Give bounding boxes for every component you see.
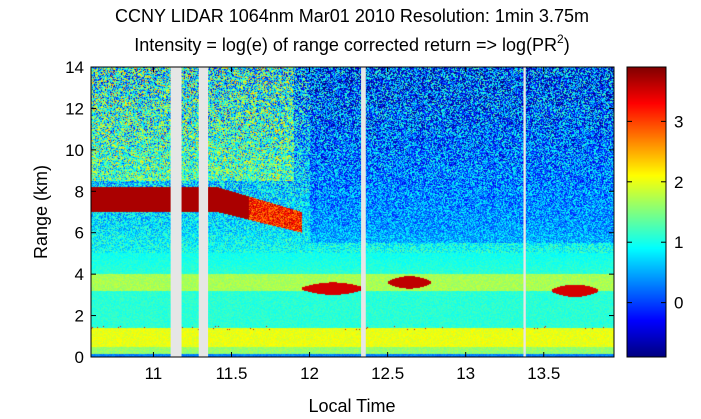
x-tick-label: 13 [456, 364, 475, 383]
colorbar-frame [626, 66, 667, 358]
y-axis-label: Range (km) [31, 165, 51, 259]
x-tick-label: 11 [145, 364, 163, 383]
y-tick-label: 6 [75, 224, 84, 243]
y-tick-label: 0 [75, 348, 84, 367]
colorbar-tick-label: 2 [674, 173, 683, 192]
subtitle-suffix: ) [564, 35, 570, 55]
y-tick-label: 10 [65, 141, 84, 160]
colorbar-tick-label: 0 [674, 294, 683, 313]
colorbar: 0 1 2 3 [626, 66, 683, 358]
data-gaps [170, 67, 526, 357]
x-axis-label: Local Time [308, 396, 395, 416]
x-tick-label: 13.5 [527, 364, 560, 383]
heatmap-plot-area [90, 66, 615, 358]
colorbar-tick-label: 3 [674, 112, 683, 131]
y-tick-label: 12 [65, 99, 84, 118]
x-axis: 11 11.5 12 12.5 13 13.5 [145, 67, 560, 383]
chart-subtitle: Intensity = log(e) of range corrected re… [134, 32, 569, 55]
y-tick-label: 4 [75, 265, 84, 284]
y-tick-label: 8 [75, 182, 84, 201]
x-tick-label: 12 [300, 364, 319, 383]
subtitle-superscript: 2 [557, 32, 564, 46]
y-tick-label: 2 [75, 307, 84, 326]
x-tick-label: 11.5 [216, 364, 248, 383]
y-tick-label: 14 [65, 58, 84, 77]
data-gap-0 [170, 67, 182, 357]
y-axis: 0 2 4 6 8 10 12 14 [65, 58, 614, 367]
chart-title: CCNY LIDAR 1064nm Mar01 2010 Resolution:… [115, 6, 589, 26]
colorbar-ticks: 0 1 2 3 [627, 112, 683, 313]
subtitle-prefix: Intensity = log(e) of range corrected re… [134, 35, 557, 55]
plot-frame [90, 66, 615, 358]
data-gap-2 [361, 67, 366, 357]
colorbar-tick-label: 1 [674, 233, 683, 252]
data-gap-3 [523, 67, 526, 357]
data-gap-1 [198, 67, 209, 357]
x-tick-label: 12.5 [371, 364, 404, 383]
